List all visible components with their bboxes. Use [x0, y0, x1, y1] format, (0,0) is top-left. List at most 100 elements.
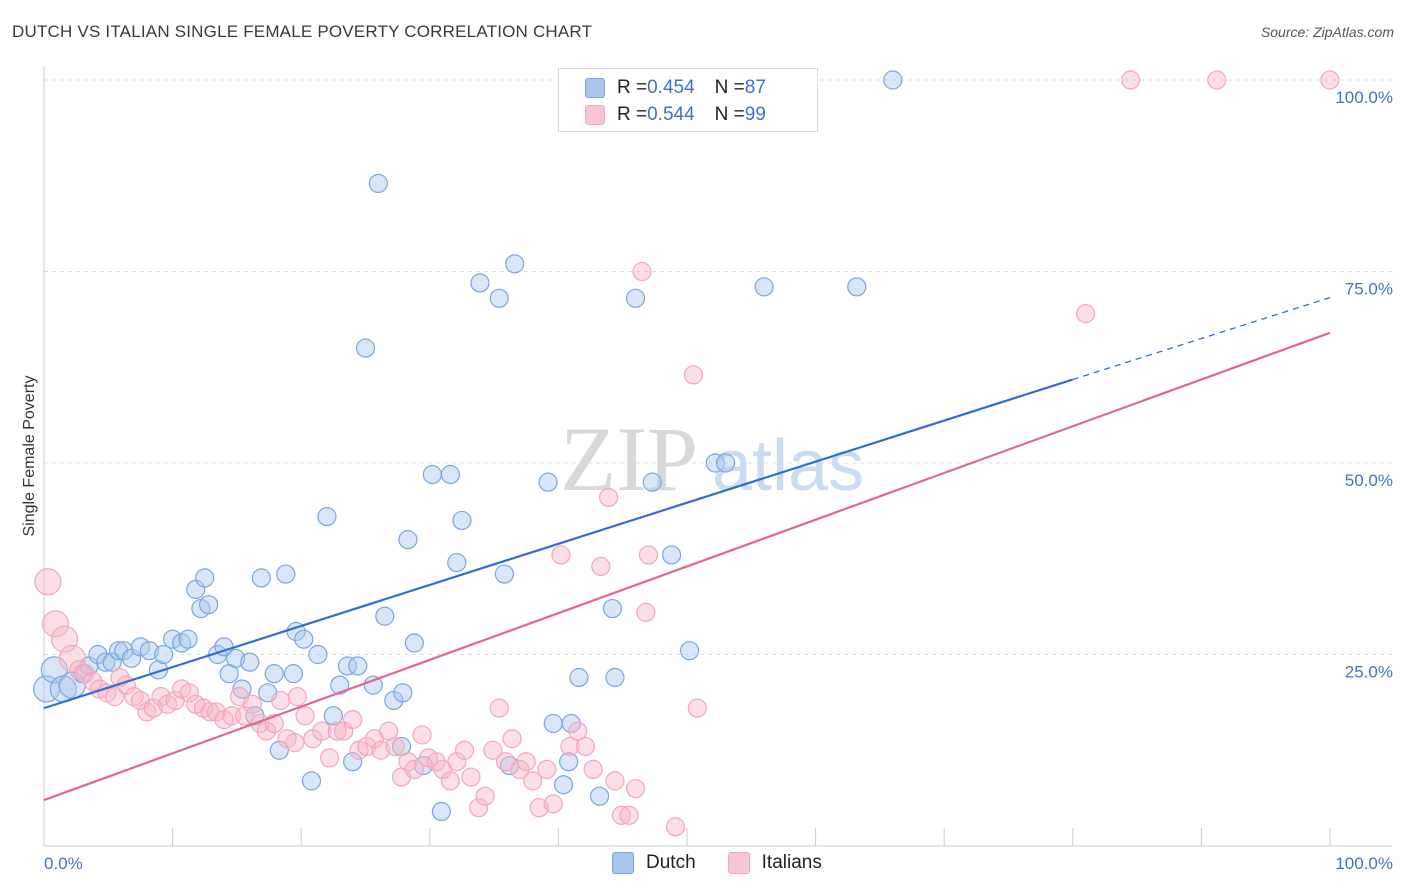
data-point-italians — [242, 694, 262, 714]
data-point-dutch — [404, 633, 424, 653]
data-point-italians — [58, 644, 86, 672]
data-point-italians — [665, 817, 686, 837]
data-point-dutch — [543, 713, 563, 734]
legend-n-label: N = — [714, 104, 745, 125]
data-point-italians — [83, 671, 103, 691]
data-point-dutch — [561, 713, 581, 734]
data-point-italians — [271, 690, 291, 711]
data-point-italians — [327, 721, 347, 741]
data-point-dutch — [440, 464, 460, 485]
data-point-italians — [447, 752, 467, 772]
data-point-italians — [638, 545, 659, 565]
data-point-italians — [551, 545, 571, 565]
data-point-dutch — [343, 752, 363, 772]
data-point-dutch — [538, 472, 558, 492]
data-point-italians — [560, 736, 580, 757]
data-point-dutch — [569, 667, 589, 688]
data-point-italians — [151, 687, 171, 707]
y-axis-label: Single Female Poverty — [21, 376, 38, 537]
data-point-dutch — [679, 641, 700, 661]
legend-r-value: 0.544 — [647, 104, 695, 125]
data-point-dutch — [553, 775, 574, 795]
data-point-dutch — [589, 786, 610, 806]
data-point-italians — [235, 706, 255, 726]
trend-line-dutch-extension — [1072, 296, 1331, 381]
correlation-legend: R = 0.454 N = 87 R = 0.544 N = 99 — [558, 68, 818, 132]
data-point-dutch — [323, 706, 343, 726]
data-point-italians — [319, 748, 340, 768]
trend-line-dutch — [43, 378, 1074, 710]
data-point-italians — [426, 752, 446, 772]
data-point-italians — [636, 602, 656, 622]
data-point-dutch — [301, 771, 322, 791]
data-point-italians — [256, 721, 277, 741]
data-point-italians — [516, 752, 536, 772]
series-italians-points — [34, 70, 1340, 837]
data-point-dutch — [883, 70, 903, 90]
data-point-dutch — [317, 507, 337, 527]
data-point-italians — [312, 721, 332, 741]
data-point-italians — [461, 767, 481, 787]
legend-label-dutch: Dutch — [646, 852, 696, 873]
data-point-dutch — [294, 629, 314, 649]
data-point-dutch — [661, 545, 682, 565]
watermark-zip: ZIP — [560, 408, 698, 510]
data-point-dutch — [754, 277, 774, 297]
data-point-dutch — [269, 740, 289, 760]
legend-swatch-italians — [727, 852, 750, 874]
data-point-italians — [687, 698, 707, 718]
data-point-italians — [510, 759, 530, 780]
legend-r-value: 0.454 — [647, 77, 695, 98]
trend-line-italians — [43, 331, 1331, 802]
data-point-dutch — [368, 173, 388, 194]
data-point-italians — [543, 794, 563, 814]
data-point-italians — [1121, 70, 1141, 90]
legend-r-label: R = — [617, 77, 648, 98]
data-point-dutch — [178, 629, 198, 649]
trend-lines — [43, 296, 1331, 802]
watermark: ZIP atlas — [560, 408, 864, 510]
data-point-italians — [583, 759, 603, 780]
grid-lines — [44, 79, 1392, 655]
data-point-dutch — [375, 606, 395, 626]
data-point-italians — [598, 487, 619, 508]
data-point-dutch — [226, 648, 246, 668]
data-point-dutch — [283, 664, 304, 684]
data-point-italians — [179, 683, 199, 703]
data-point-italians — [440, 771, 460, 791]
data-point-italians — [611, 805, 632, 825]
tick-labels: 25.0% 50.0% 75.0% 100.0% 0.0% 100.0% — [44, 88, 1393, 873]
data-point-italians — [591, 556, 611, 577]
data-point-italians — [1207, 70, 1227, 90]
data-point-italians — [454, 740, 475, 760]
data-point-italians — [568, 721, 588, 741]
data-point-dutch — [398, 529, 418, 550]
y-tick-label: 50.0% — [1345, 471, 1393, 490]
legend-swatch-italians — [585, 105, 605, 125]
data-point-italians — [295, 706, 315, 726]
data-point-italians — [343, 710, 363, 730]
data-point-italians — [575, 736, 596, 757]
data-point-italians — [371, 740, 391, 760]
data-point-dutch — [308, 644, 328, 665]
data-point-dutch — [232, 679, 252, 699]
data-point-italians — [469, 798, 489, 818]
data-point-dutch — [153, 644, 174, 665]
data-point-dutch — [330, 675, 350, 695]
data-point-dutch — [625, 288, 646, 308]
data-point-italians — [537, 759, 557, 780]
x-tick-label: 0.0% — [44, 854, 83, 873]
data-point-italians — [75, 664, 95, 684]
axes — [43, 66, 1392, 847]
data-point-italians — [1076, 304, 1096, 324]
data-point-italians — [475, 786, 495, 806]
legend-n-label: N = — [714, 77, 745, 98]
data-point-italians — [404, 759, 424, 780]
data-point-italians — [683, 365, 704, 385]
data-point-italians — [105, 687, 125, 707]
data-point-italians — [483, 740, 503, 760]
data-point-italians — [523, 771, 543, 791]
data-point-italians — [143, 698, 163, 718]
data-point-italians — [619, 805, 639, 825]
data-point-italians — [34, 568, 62, 596]
